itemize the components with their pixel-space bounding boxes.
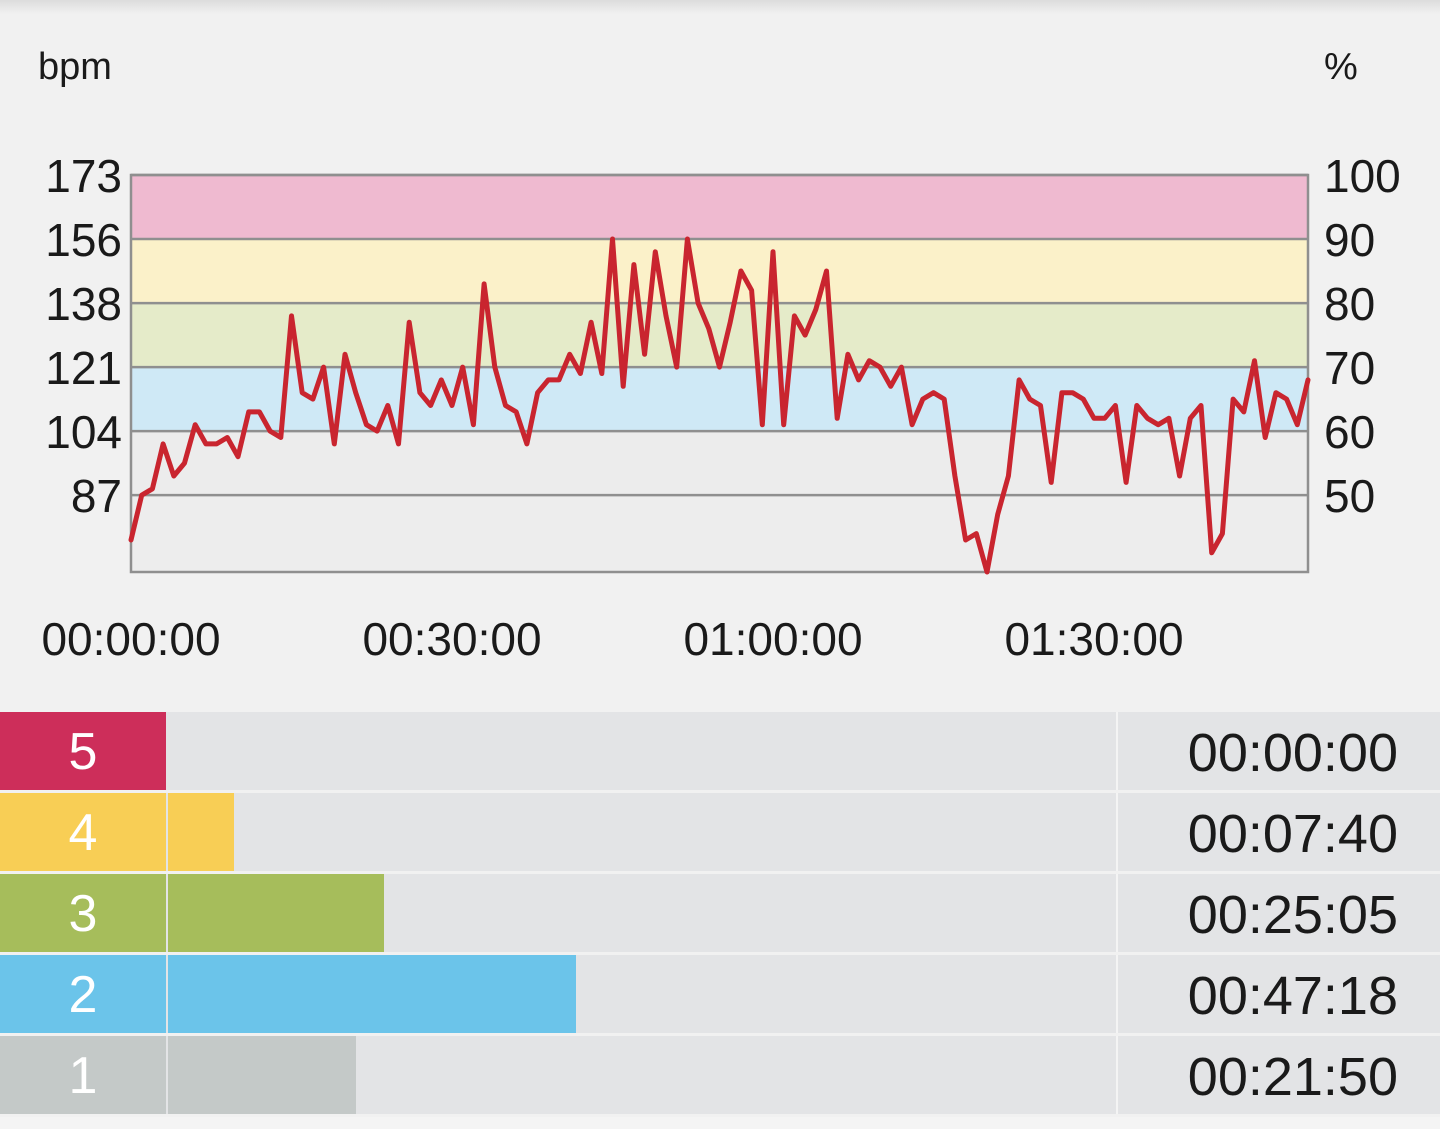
zone-label: 1 [0,1036,166,1114]
zone-bar [168,793,234,871]
left-tick-label: 104 [45,406,122,458]
zone-row-5: 5 00:00:00 [0,712,1440,790]
zone-band-5 [131,175,1308,240]
plot-frame [129,173,1310,574]
zone-band-1 [131,431,1308,496]
zone-row-3: 3 00:25:05 [0,874,1440,952]
zone-time: 00:00:00 [1187,723,1398,783]
zone-band-4 [131,239,1308,304]
zone-separator [1116,712,1118,790]
zone-label: 5 [0,712,166,790]
zone-separator [1116,1036,1118,1114]
zone-summary: 5 00:00:00 4 00:07:40 3 00:25:05 2 00:47:18 1 00:… [0,712,1440,1117]
zone-band-2 [131,367,1308,432]
zone-separator [1116,874,1118,952]
x-tick-label: 00:30:00 [362,613,541,665]
zone-row-1: 1 00:21:50 [0,1036,1440,1114]
heart-rate-chart: 173 156 138 121 104 87 100 90 80 70 60 50 00:00:00 00… [41,150,1401,665]
bottom-edge [0,1117,1440,1129]
left-tick-label: 138 [45,278,122,330]
right-tick-label: 60 [1324,406,1375,458]
zone-time: 00:47:18 [1187,966,1398,1026]
zone-separator [1116,793,1118,871]
zone-bar [168,1036,356,1114]
right-tick-label: 100 [1324,150,1401,202]
zone-time: 00:07:40 [1187,804,1398,864]
left-tick-label: 156 [45,214,122,266]
left-tick-label: 173 [45,150,122,202]
left-tick-label: 87 [71,470,122,522]
zone-bar [168,874,384,952]
x-tick-label: 00:00:00 [41,613,220,665]
zone-separator [1116,955,1118,1033]
zone-bar [168,955,576,1033]
zone-time: 00:21:50 [1187,1047,1398,1107]
zone-label: 3 [0,874,166,952]
x-tick-label: 01:00:00 [683,613,862,665]
top-shadow [0,0,1440,14]
right-axis-unit: % [1324,46,1358,88]
zone-row-2: 2 00:47:18 [0,955,1440,1033]
heart-rate-line [128,236,1311,575]
zone-label: 2 [0,955,166,1033]
right-tick-label: 90 [1324,214,1375,266]
left-tick-label: 121 [45,342,122,394]
zone-time: 00:25:05 [1187,885,1398,945]
x-tick-label: 01:30:00 [1004,613,1183,665]
zone-label: 4 [0,793,166,871]
right-tick-label: 50 [1324,470,1375,522]
right-tick-label: 80 [1324,278,1375,330]
zone-row-4: 4 00:07:40 [0,793,1440,871]
left-axis-unit: bpm [38,46,112,88]
right-tick-label: 70 [1324,342,1375,394]
